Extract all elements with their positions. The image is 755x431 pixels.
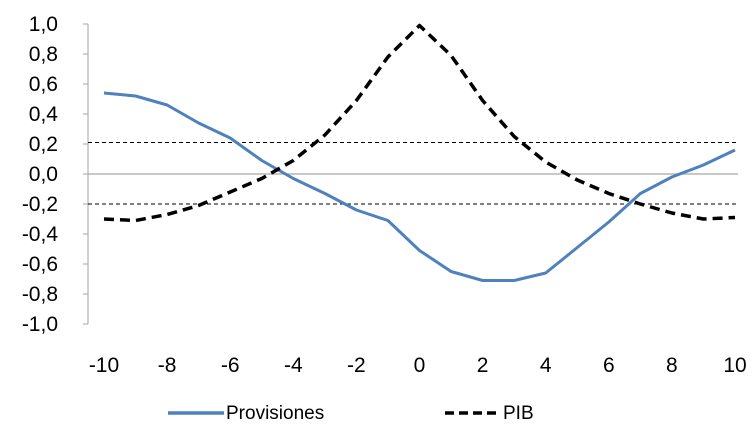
y-tick-label: -0,8	[22, 283, 58, 306]
legend-label-pib: PIB	[503, 403, 534, 424]
y-tick-label: 0,4	[29, 103, 59, 126]
x-tick-label: -10	[89, 354, 119, 377]
x-tick-label: 10	[723, 354, 746, 377]
y-tick-label: -0,6	[22, 253, 58, 276]
y-tick-label: 0,8	[29, 43, 58, 66]
legend: Provisiones PIB	[168, 403, 534, 424]
x-tick-label: -6	[221, 354, 240, 377]
series-lines	[103, 23, 736, 282]
x-axis: -10 -8 -6 -4 -2 0 2 4 6 8 10	[89, 354, 747, 377]
x-tick-label: 6	[603, 354, 615, 377]
y-tick-label: 0,6	[29, 73, 58, 96]
x-tick-label: 4	[540, 354, 552, 377]
x-tick-label: 0	[414, 354, 426, 377]
y-tick-label: -0,2	[22, 193, 58, 216]
x-tick-label: 2	[477, 354, 489, 377]
y-tick-label: 0,2	[29, 133, 58, 156]
y-tick-label: -0,4	[22, 223, 59, 246]
series-line-pib	[103, 23, 736, 223]
legend-label-provisiones: Provisiones	[226, 403, 324, 424]
y-tick-label: 0,0	[29, 163, 58, 186]
series-line-provisiones	[103, 91, 736, 282]
x-tick-label: -4	[284, 354, 303, 377]
x-tick-label: -2	[347, 354, 366, 377]
x-tick-label: -8	[158, 354, 177, 377]
x-tick-label: 8	[666, 354, 678, 377]
y-axis: 1,0 0,8 0,6 0,4 0,2 0,0 -0,2 -0,4 -0,6 -0,8 -1,0	[22, 13, 89, 336]
y-tick-label: -1,0	[22, 313, 58, 336]
y-tick-label: 1,0	[29, 13, 58, 36]
